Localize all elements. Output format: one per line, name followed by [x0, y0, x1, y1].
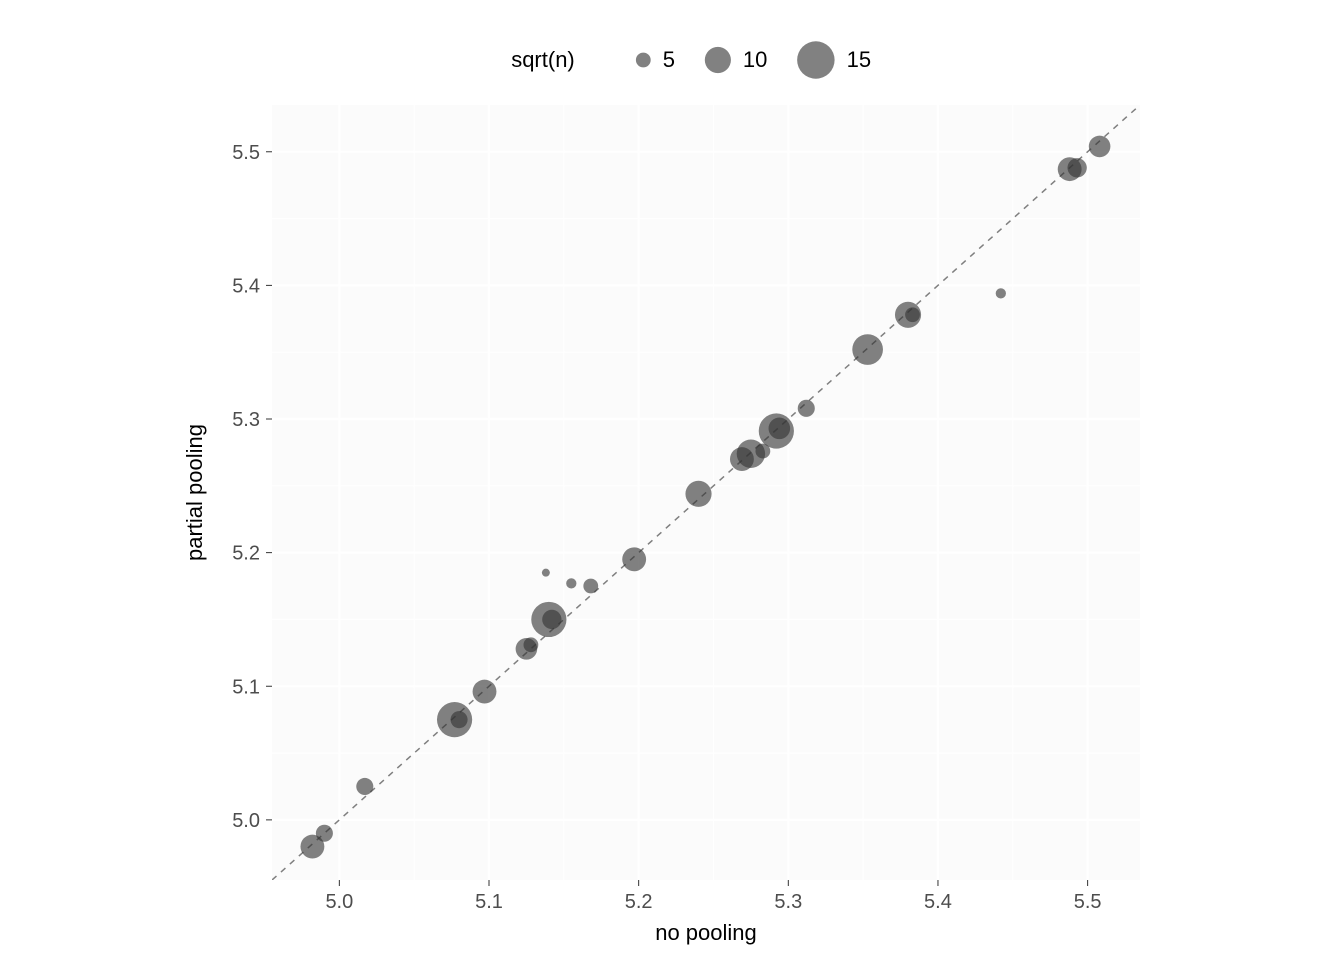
data-point: [451, 711, 468, 728]
x-tick-label: 5.5: [1074, 891, 1102, 913]
legend-marker: [705, 47, 731, 73]
legend-item-label: 10: [743, 47, 767, 72]
x-tick-label: 5.4: [924, 891, 952, 913]
data-point: [905, 307, 920, 322]
x-tick-label: 5.0: [325, 891, 353, 913]
data-point: [996, 288, 1006, 298]
y-tick-label: 5.4: [232, 275, 260, 297]
data-point: [798, 400, 815, 417]
data-point: [1067, 158, 1086, 177]
data-point: [542, 569, 550, 577]
legend-marker: [797, 41, 834, 78]
y-tick-label: 5.3: [232, 409, 260, 431]
legend-marker: [636, 53, 651, 68]
y-tick-label: 5.2: [232, 543, 260, 565]
scatter-chart: 5.0 5.1 5.2 5.3 5.4 5.5 5.0 5.1 5.2 5.3 5.4 5.5 no p…: [0, 0, 1344, 960]
y-tick-label: 5.0: [232, 810, 260, 832]
x-tick-label: 5.1: [475, 891, 503, 913]
x-tick-label: 5.2: [625, 891, 653, 913]
data-point: [852, 334, 883, 365]
y-tick-label: 5.1: [232, 676, 260, 698]
data-point: [316, 825, 333, 842]
data-point: [356, 778, 373, 795]
y-axis-label: partial pooling: [182, 424, 207, 561]
data-point: [583, 579, 598, 594]
y-tick-label: 5.5: [232, 142, 260, 164]
legend-item-label: 5: [663, 47, 675, 72]
x-axis-label: no pooling: [655, 920, 757, 945]
data-point: [685, 481, 711, 507]
data-point: [473, 680, 497, 704]
legend-item-label: 15: [847, 47, 871, 72]
data-point: [622, 547, 646, 571]
data-point: [542, 610, 561, 629]
data-point: [1089, 136, 1111, 158]
chart-svg: 5.0 5.1 5.2 5.3 5.4 5.5 5.0 5.1 5.2 5.3 5.4 5.5 no p…: [0, 0, 1344, 960]
legend-title: sqrt(n): [511, 47, 575, 72]
x-tick-label: 5.3: [774, 891, 802, 913]
data-point: [566, 578, 576, 588]
data-point: [524, 637, 539, 652]
data-point: [769, 418, 791, 440]
